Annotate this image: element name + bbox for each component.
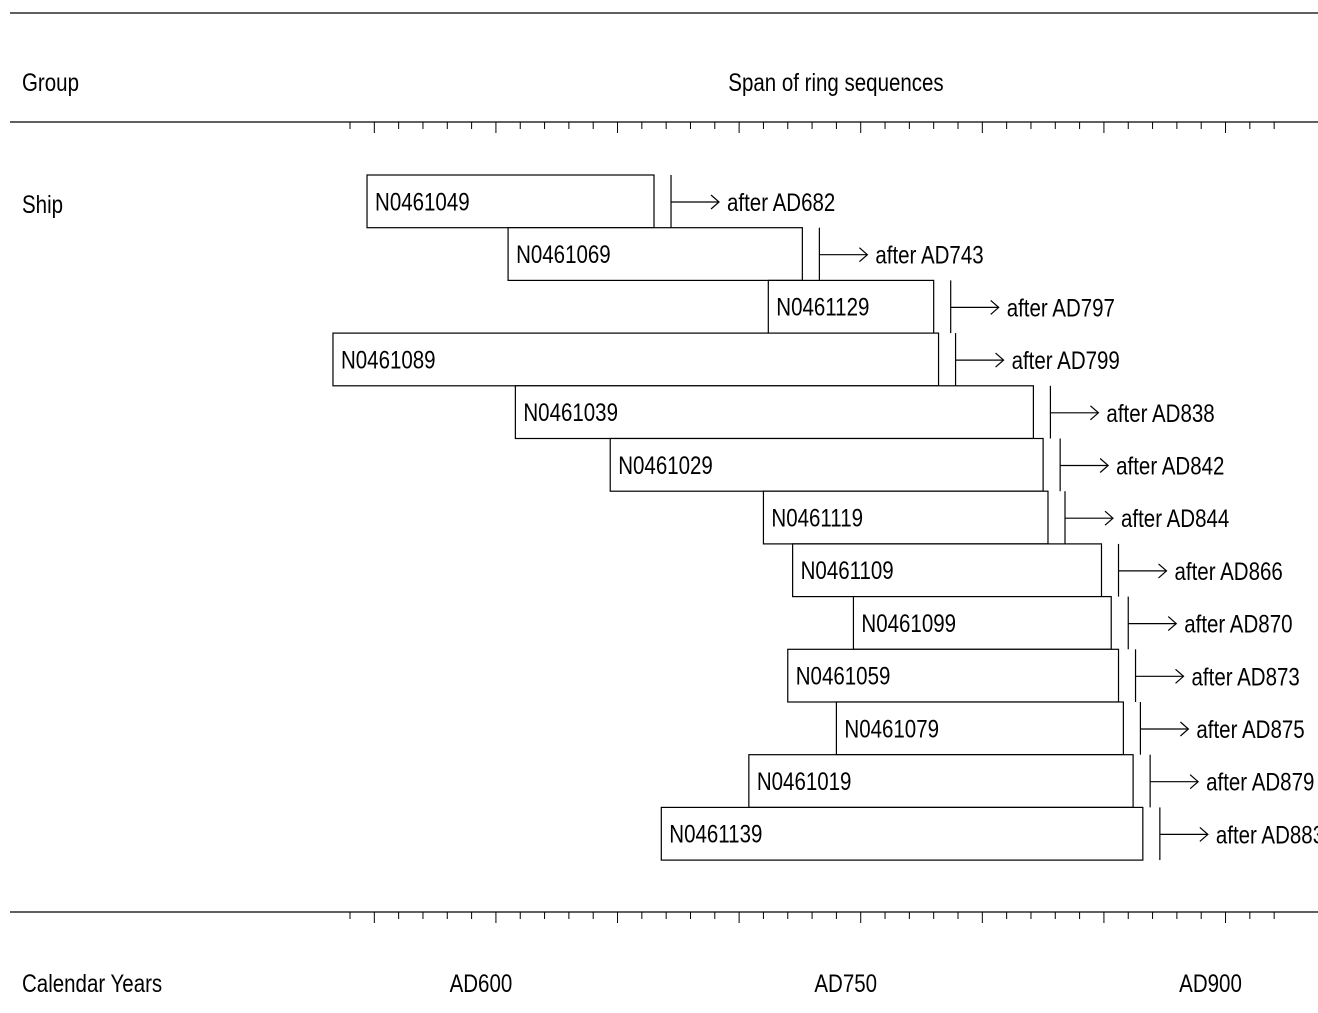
sequence-bar-N0461129: N0461129 after AD797 <box>767 279 1115 334</box>
sequence-box-N0461139 <box>660 806 1144 861</box>
sequence-id-label: N0461079 <box>844 714 939 742</box>
sequence-box-N0461049 <box>366 174 655 229</box>
arrow-head <box>858 247 869 263</box>
arrow-head <box>995 352 1005 368</box>
sequence-box-N0461029 <box>609 437 1044 492</box>
sequence-id-label: N0461129 <box>776 293 869 321</box>
sequence-box-N0461069 <box>507 227 803 281</box>
felling-date-label: after AD873 <box>1192 662 1300 690</box>
span-column-label: Span of ring sequences <box>728 68 943 96</box>
arrow-head <box>1189 774 1200 790</box>
sequence-id-label: N0461069 <box>516 240 611 268</box>
sequence-box-N0461099 <box>852 595 1112 650</box>
sequence-bar-N0461029: N0461029 after AD842 <box>609 437 1224 492</box>
sequence-bar-N0461049: N0461049 after AD682 <box>366 174 835 229</box>
bottom-tick-marks <box>349 912 1275 923</box>
group-name-ship: Ship <box>22 190 63 218</box>
sequence-id-label: N0461029 <box>618 451 713 479</box>
sequence-box-N0461109 <box>792 543 1103 598</box>
sequence-bar-N0461099: N0461099 after AD870 <box>852 595 1293 650</box>
sequence-box-N0461019 <box>748 754 1134 809</box>
felling-date-label: after AD797 <box>1007 293 1115 321</box>
sequence-id-label: N0461019 <box>757 767 852 795</box>
x-tick-label-750: AD750 <box>814 969 877 997</box>
sequence-box-N0461059 <box>787 648 1120 703</box>
sequence-box-N0461129 <box>767 279 935 334</box>
x-tick-label-600: AD600 <box>450 969 513 997</box>
sequence-id-label: N0461119 <box>771 504 863 532</box>
felling-date-label: after AD875 <box>1196 715 1304 743</box>
arrow-head <box>710 194 720 210</box>
sequence-bar-N0461039: N0461039 after AD838 <box>514 385 1215 440</box>
top-tick-marks <box>349 122 1275 133</box>
sequence-id-label: N0461099 <box>861 609 956 637</box>
x-axis-tick-labels: AD600 AD750 AD900 <box>450 969 1242 997</box>
arrow-head <box>1175 668 1185 684</box>
sequence-id-label: N0461109 <box>801 556 894 584</box>
sequence-bar-N0461079: N0461079 after AD875 <box>835 701 1305 756</box>
arrow-head <box>1158 563 1168 579</box>
arrow-head <box>1099 458 1110 473</box>
sequence-id-label: N0461089 <box>341 345 436 373</box>
felling-date-label: after AD883 <box>1216 820 1318 848</box>
felling-date-label: after AD844 <box>1121 504 1230 532</box>
sequence-id-label: N0461139 <box>669 820 762 848</box>
arrow-head <box>1167 616 1178 632</box>
sequence-id-label: N0461049 <box>375 187 470 215</box>
arrow-head <box>1104 510 1114 526</box>
sequence-bar-N0461139: N0461139 after AD883 <box>660 806 1318 861</box>
felling-date-label: after AD866 <box>1175 557 1283 585</box>
group-column-label: Group <box>22 68 79 96</box>
sequence-id-label: N0461039 <box>523 398 618 426</box>
felling-date-label: after AD838 <box>1106 399 1214 427</box>
felling-date-label: after AD799 <box>1012 346 1120 374</box>
sequence-bar-N0461019: N0461019 after AD879 <box>748 754 1314 809</box>
arrow-head <box>1180 721 1190 737</box>
sequence-bar-N0461109: N0461109 after AD866 <box>792 543 1283 598</box>
sequence-box-N0461079 <box>835 701 1124 756</box>
arrow-head <box>990 299 1000 315</box>
sequence-bar-N0461059: N0461059 after AD873 <box>787 648 1300 703</box>
felling-date-label: after AD870 <box>1184 610 1292 638</box>
arrow-head <box>1199 826 1209 842</box>
sequence-bar-N0461119: N0461119 after AD844 <box>762 490 1230 545</box>
x-tick-label-900: AD900 <box>1179 969 1242 997</box>
sequence-bar-N0461089: N0461089 after AD799 <box>332 332 1120 387</box>
sequence-box-N0461089 <box>332 332 940 387</box>
sequence-id-label: N0461059 <box>796 662 891 690</box>
felling-date-label: after AD743 <box>875 241 983 269</box>
calendar-years-label: Calendar Years <box>22 969 162 997</box>
felling-date-label: after AD842 <box>1116 452 1224 480</box>
sequence-box-N0461119 <box>762 490 1049 545</box>
arrow-head <box>1090 405 1100 421</box>
felling-date-label: after AD682 <box>727 188 835 216</box>
sequence-bar-N0461069: N0461069 after AD743 <box>507 227 984 281</box>
felling-date-label: after AD879 <box>1206 768 1314 796</box>
